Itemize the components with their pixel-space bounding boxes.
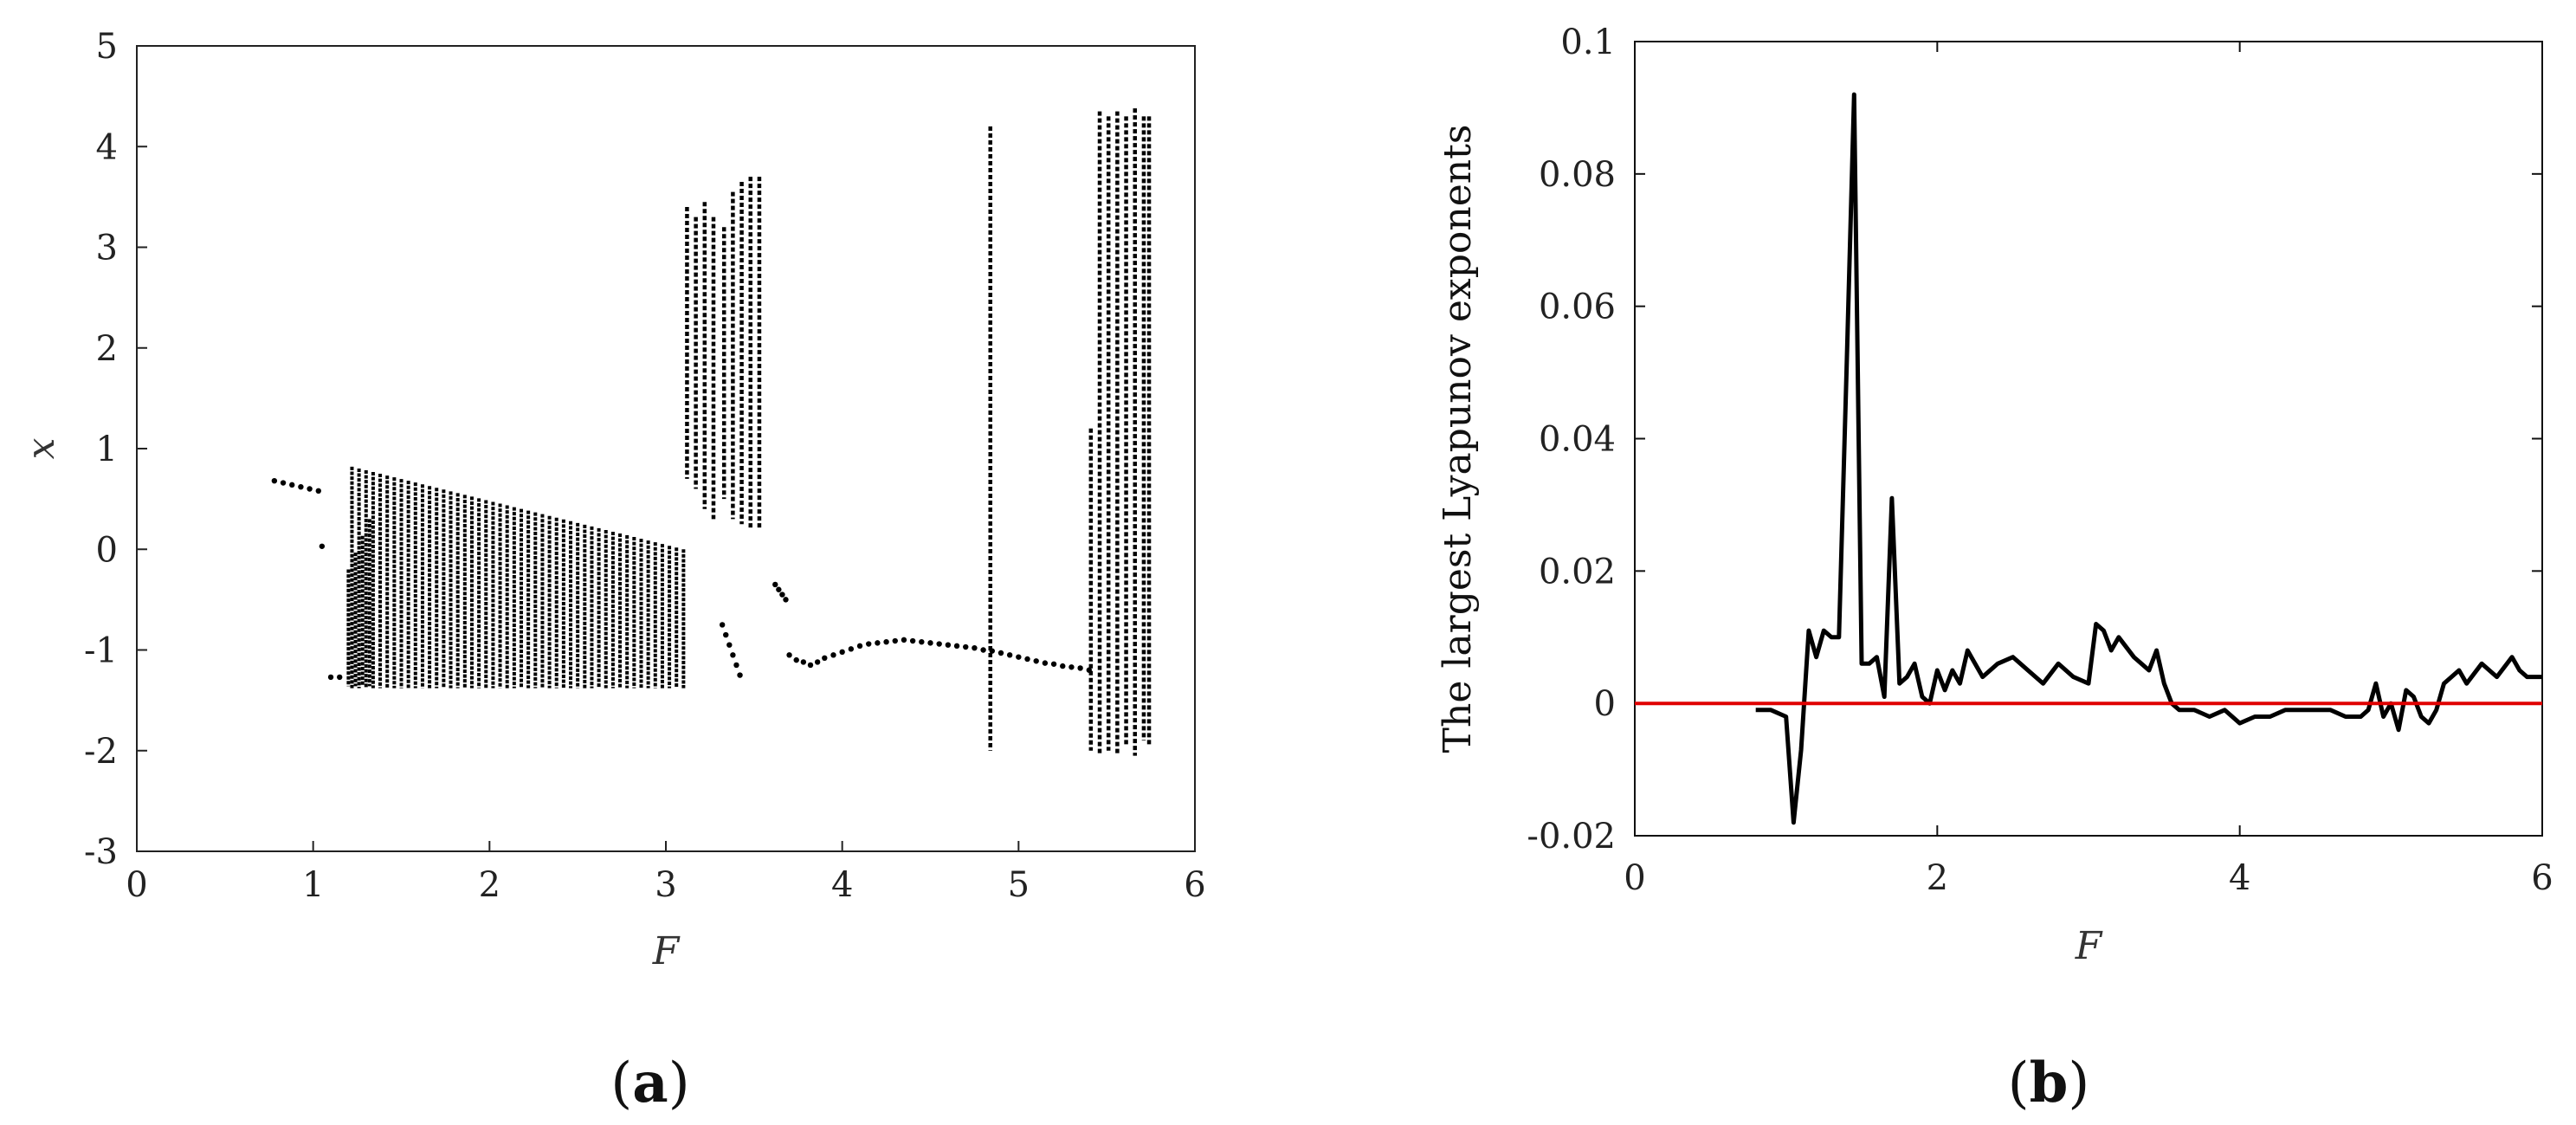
chart-panel-a: 0 1 2 3 4 5 6 -3 -2 -1 0 1 2 3 4 5 Fx: [19, 27, 1206, 973]
scatter-points-a: [271, 108, 1152, 756]
data-point: [883, 639, 889, 645]
data-point: [315, 488, 321, 495]
data-point: [936, 641, 942, 647]
y-tick-label-a: -3: [84, 832, 118, 872]
data-point: [723, 631, 729, 638]
x-tick-label-a: 1: [302, 865, 324, 905]
data-point: [927, 640, 933, 646]
y-tick-label-a: 0: [96, 530, 118, 570]
data-point: [866, 641, 872, 647]
data-point: [730, 652, 736, 658]
data-point: [737, 672, 743, 678]
y-tick-label-a: 4: [96, 127, 118, 167]
data-point: [783, 597, 789, 603]
x-tick-label-b: 4: [2229, 858, 2250, 898]
x-tick-label-a: 5: [1008, 865, 1030, 905]
x-tick-label-a: 0: [126, 865, 147, 905]
data-point: [298, 483, 304, 490]
panel-label-a: (a): [610, 1051, 689, 1115]
data-point: [1006, 652, 1013, 658]
data-point: [779, 592, 785, 598]
x-tick-label-b: 6: [2531, 858, 2553, 898]
x-axis-label-a: F: [652, 929, 681, 973]
x-tick-label-a: 4: [831, 865, 853, 905]
data-point: [289, 482, 295, 488]
panel-label-b: (b): [2008, 1051, 2090, 1115]
data-point: [1086, 667, 1093, 673]
y-tick-label-b: 0.06: [1539, 288, 1616, 327]
data-point: [1016, 654, 1022, 660]
y-tick-label-a: -1: [84, 631, 118, 671]
y-tick-label-a: -2: [84, 732, 118, 772]
data-point: [814, 659, 821, 665]
data-point: [1042, 660, 1049, 666]
data-point: [807, 662, 814, 669]
data-point: [963, 643, 969, 650]
data-point: [945, 642, 952, 648]
data-point: [1033, 658, 1039, 664]
y-tick-label-b: 0.04: [1539, 420, 1616, 460]
x-tick-label-a: 2: [479, 865, 500, 905]
data-point: [800, 659, 807, 665]
data-point: [953, 643, 960, 650]
data-point: [892, 637, 898, 644]
data-point: [327, 674, 334, 681]
data-point: [989, 648, 995, 654]
x-tick-label-b: 2: [1927, 858, 1948, 898]
x-tick-label-a: 3: [655, 865, 676, 905]
data-point: [1050, 661, 1057, 667]
data-point: [1060, 663, 1066, 669]
data-point: [319, 543, 326, 549]
data-point: [848, 646, 855, 652]
data-point: [856, 643, 863, 650]
y-tick-label-b: 0.1: [1560, 23, 1616, 62]
data-point: [719, 622, 726, 628]
y-axis-label-a: x: [19, 437, 63, 459]
data-point: [909, 637, 916, 644]
x-tick-label-a: 6: [1184, 865, 1205, 905]
data-point: [337, 674, 343, 681]
data-point: [772, 581, 778, 588]
data-point: [901, 637, 907, 643]
y-tick-label-b: -0.02: [1527, 817, 1616, 857]
y-tick-label-b: 0.08: [1539, 155, 1616, 195]
y-tick-label-b: 0: [1594, 684, 1616, 724]
data-point: [997, 650, 1004, 656]
data-point: [919, 639, 925, 645]
data-point: [972, 644, 978, 651]
data-point: [280, 480, 287, 486]
axes-frame-b: [1634, 41, 2543, 837]
data-point: [307, 486, 313, 492]
data-point: [830, 652, 836, 658]
data-point: [733, 662, 739, 669]
data-point: [776, 586, 782, 592]
x-axis-label-b: F: [2075, 924, 2103, 968]
data-point: [1024, 656, 1030, 663]
data-point: [786, 652, 792, 658]
data-point: [980, 647, 986, 653]
data-point: [793, 656, 799, 663]
data-point: [271, 478, 278, 484]
axes-frame-a: [136, 45, 1196, 852]
y-tick-label-a: 5: [96, 27, 118, 67]
y-tick-label-a: 1: [96, 430, 118, 469]
y-tick-label-a: 2: [96, 329, 118, 369]
data-point: [1077, 665, 1083, 671]
y-axis-label-b: The largest Lyapunov exponents: [1436, 125, 1480, 753]
x-tick-label-b: 0: [1624, 858, 1645, 898]
data-point: [1068, 664, 1075, 670]
lyapunov-exponent-line: [1755, 92, 2542, 825]
data-point: [726, 642, 733, 648]
data-point: [875, 640, 881, 646]
data-point: [839, 649, 845, 656]
y-tick-label-a: 3: [96, 229, 118, 268]
data-point: [822, 655, 828, 661]
y-tick-label-b: 0.02: [1539, 552, 1616, 592]
